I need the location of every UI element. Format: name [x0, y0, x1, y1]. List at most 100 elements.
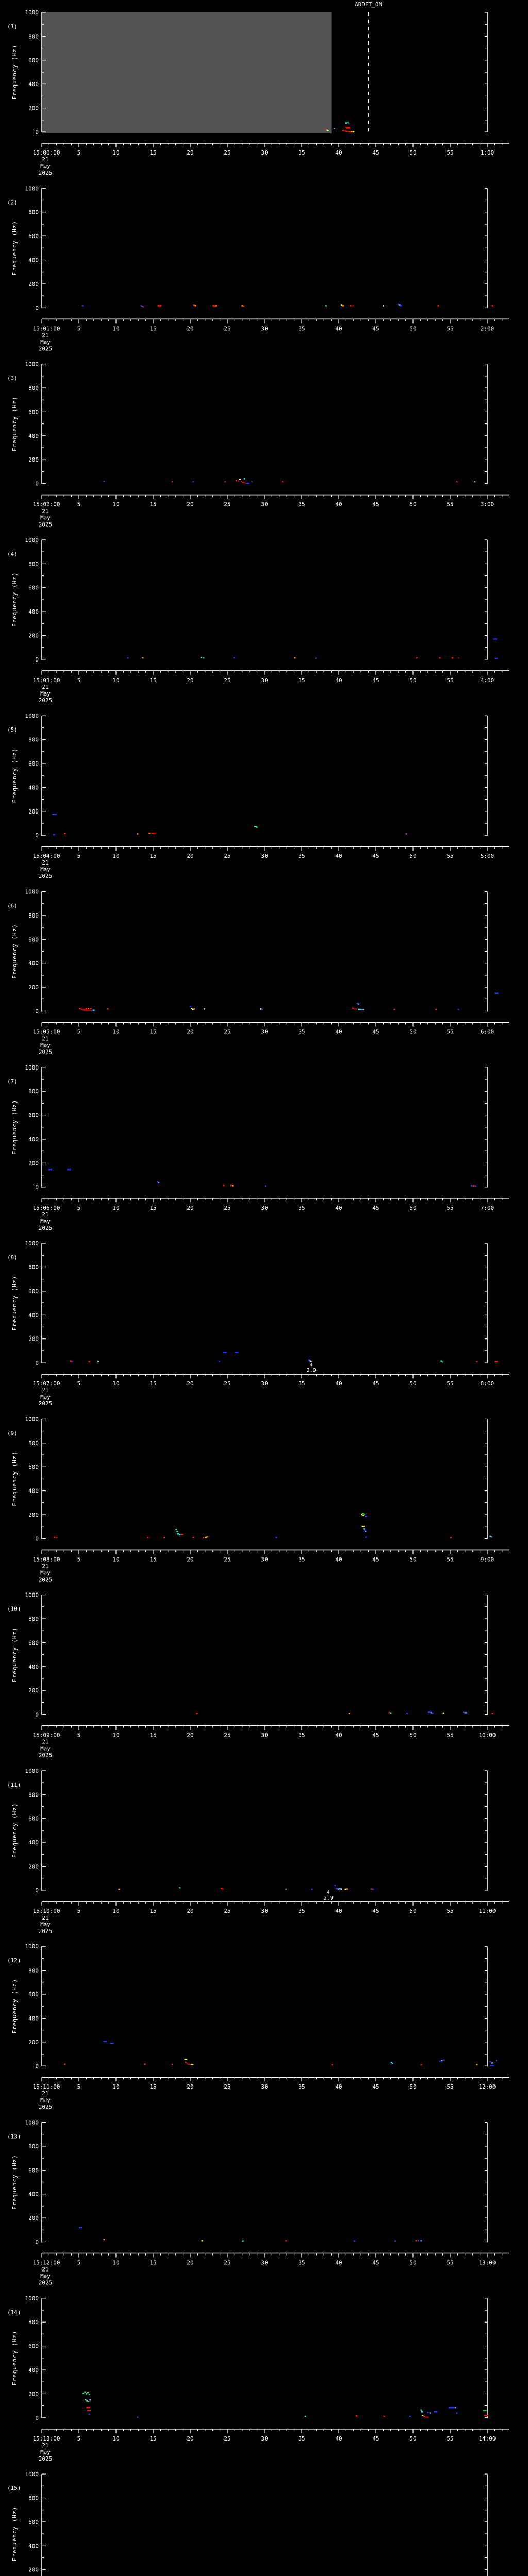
- detection-mark: [83, 1009, 91, 1011]
- detection-mark: [417, 2240, 419, 2242]
- x-tick-label: 25: [224, 149, 230, 156]
- x-tick-label: 30: [261, 853, 268, 859]
- detection-mark: [400, 305, 402, 307]
- y-tick-label: 600: [28, 1464, 39, 1470]
- x-tick-label: 55: [447, 501, 453, 508]
- x-tick-label: 20: [187, 1908, 193, 1914]
- y-tick-label: 800: [28, 1616, 39, 1622]
- detection-mark: [256, 826, 258, 828]
- x-tick-label: 30: [261, 501, 268, 508]
- date-month: May: [40, 866, 51, 873]
- x-tick-label: 45: [372, 1205, 379, 1211]
- y-tick-label: 800: [28, 33, 39, 40]
- detection-mark: [235, 480, 237, 482]
- x-tick-label: 45: [372, 1380, 379, 1387]
- date-month: May: [40, 1745, 51, 1752]
- detection-mark: [494, 992, 499, 994]
- y-tick-label: 200: [28, 1336, 39, 1343]
- date-day: 21: [42, 1211, 48, 1218]
- y-tick-label: 800: [28, 1440, 39, 1447]
- y-tick-label: 200: [28, 1512, 39, 1518]
- detection-annotation: 4: [310, 1362, 313, 1368]
- detection-mark: [184, 2059, 188, 2060]
- y-axis-title: Frequency (Hz): [11, 1276, 18, 1331]
- detection-mark: [454, 2406, 456, 2409]
- detection-mark: [192, 481, 194, 483]
- y-tick-label: 200: [28, 105, 39, 112]
- x-tick-label: 45: [372, 853, 379, 859]
- x-tick-label: 20: [187, 677, 193, 684]
- detection-mark: [193, 304, 195, 306]
- date-year: 2025: [39, 2104, 53, 2110]
- panel-number: (10): [7, 1606, 21, 1613]
- x-end-label: 12:00: [478, 2083, 496, 2090]
- detection-mark: [175, 1529, 177, 1530]
- detection-mark: [181, 1534, 183, 1535]
- x-start-label: 15:04:00: [33, 853, 60, 859]
- x-tick-label: 20: [187, 2260, 193, 2266]
- detection-mark: [201, 2240, 203, 2242]
- detection-mark: [383, 2415, 385, 2417]
- detection-mark: [224, 481, 226, 483]
- detection-mark: [342, 305, 344, 307]
- detection-mark: [351, 131, 353, 133]
- y-tick-label: 0: [35, 832, 39, 839]
- y-tick-label: 400: [28, 1488, 39, 1495]
- y-tick-label: 0: [35, 1887, 39, 1894]
- detection-mark: [346, 1888, 348, 1890]
- date-day: 21: [42, 684, 48, 690]
- panel-number: (8): [7, 1254, 18, 1261]
- detection-mark: [282, 481, 284, 483]
- x-tick-label: 40: [335, 1556, 342, 1563]
- y-tick-label: 0: [35, 481, 39, 487]
- x-tick-label: 55: [447, 1205, 453, 1211]
- y-tick-label: 1000: [25, 1592, 39, 1599]
- x-tick-label: 10: [112, 853, 119, 859]
- x-start-label: 15:00:00: [33, 149, 60, 156]
- y-tick-label: 1000: [25, 361, 39, 368]
- detection-mark: [345, 126, 350, 128]
- x-tick-label: 5: [77, 501, 81, 508]
- panel-number: (7): [7, 1078, 18, 1085]
- detection-mark: [142, 306, 144, 308]
- y-tick-label: 200: [28, 2215, 39, 2222]
- detection-mark: [203, 1537, 205, 1538]
- panel-number: (2): [7, 199, 18, 206]
- x-start-label: 15:08:00: [33, 1556, 60, 1563]
- spectrogram-panel: 0 200 400 600 800 1000 Frequency (Hz) (13) 15:12…: [7, 2120, 509, 2286]
- x-tick-label: 20: [187, 2435, 193, 2442]
- detection-mark: [71, 1361, 73, 1362]
- detection-mark: [192, 1536, 194, 1538]
- x-tick-label: 20: [187, 1732, 193, 1739]
- y-tick-label: 600: [28, 1816, 39, 1822]
- x-tick-label: 25: [224, 1908, 230, 1914]
- detection-mark: [370, 1888, 372, 1890]
- detection-mark: [103, 2239, 105, 2241]
- detection-mark: [352, 1007, 354, 1009]
- detection-mark: [179, 1534, 181, 1536]
- date-month: May: [40, 2273, 51, 2280]
- detection-mark: [394, 2240, 396, 2242]
- detection-mark: [79, 2227, 83, 2228]
- y-tick-label: 600: [28, 2167, 39, 2174]
- y-tick-label: 0: [35, 304, 39, 311]
- x-tick-label: 15: [150, 1205, 156, 1211]
- y-axis-title: Frequency (Hz): [11, 396, 18, 451]
- detection-mark: [345, 130, 347, 132]
- x-tick-label: 55: [447, 149, 453, 156]
- detection-mark: [254, 826, 257, 827]
- x-tick-label: 35: [298, 1556, 305, 1563]
- detection-mark: [406, 1713, 408, 1714]
- detection-mark: [294, 657, 296, 659]
- date-month: May: [40, 163, 51, 170]
- detection-mark: [158, 1182, 160, 1183]
- detection-mark: [390, 1712, 392, 1714]
- spectrogram-panel: 0 200 400 600 800 1000 Frequency (Hz) (6) 15:05:…: [7, 889, 509, 1056]
- detection-mark: [251, 481, 253, 483]
- x-tick-label: 25: [224, 1380, 230, 1387]
- detection-mark: [88, 2401, 90, 2402]
- detection-mark: [348, 1713, 350, 1715]
- x-tick-label: 5: [77, 149, 81, 156]
- detection-mark: [97, 1361, 99, 1362]
- detection-mark: [434, 2411, 438, 2413]
